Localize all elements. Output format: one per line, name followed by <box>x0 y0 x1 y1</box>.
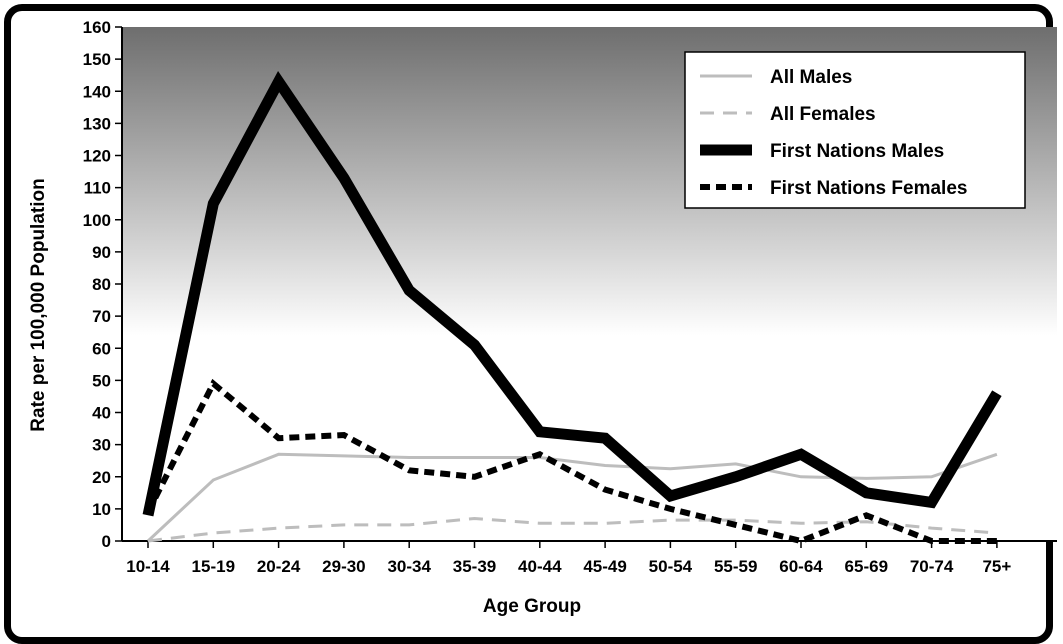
x-tick-label: 65-69 <box>845 557 888 576</box>
legend-label: First Nations Males <box>770 141 944 162</box>
series-line-all-females <box>147 516 998 543</box>
legend-box <box>684 51 1026 209</box>
y-tick-label: 130 <box>83 114 111 133</box>
y-tick-label: 70 <box>92 307 111 326</box>
series-line-first-nations-females <box>145 378 997 545</box>
x-tick-label: 40-44 <box>518 557 562 576</box>
x-tick-label: 29-30 <box>322 557 365 576</box>
x-tick-label: 30-34 <box>387 557 431 576</box>
y-tick-label: 50 <box>92 371 111 390</box>
y-tick-label: 140 <box>83 82 111 101</box>
x-tick-label: 50-54 <box>649 557 693 576</box>
y-tick-label: 80 <box>92 275 111 294</box>
series-line-all-males <box>146 452 998 543</box>
y-tick-label: 90 <box>92 243 111 262</box>
y-tick-label: 0 <box>102 532 111 551</box>
y-tick-label: 60 <box>92 339 111 358</box>
series-line-first-nations-males <box>142 70 1002 517</box>
series-layer <box>142 70 1002 545</box>
legend-label: First Nations Females <box>770 178 967 199</box>
x-tick-label: 15-19 <box>192 557 235 576</box>
y-tick-label: 40 <box>92 404 111 423</box>
y-tick-label: 150 <box>83 50 111 69</box>
legend-label: All Males <box>770 67 852 88</box>
x-tick-label: 70-74 <box>910 557 954 576</box>
x-axis: 10-14 15-19 20-24 29-30 30-34 35-39 40-44 45-49… <box>122 540 1057 576</box>
y-tick-label: 120 <box>83 147 111 166</box>
x-tick-label: 20-24 <box>257 557 301 576</box>
y-axis-title: Rate per 100,000 Population <box>28 178 49 431</box>
x-tick-label: 45-49 <box>583 557 626 576</box>
y-tick-label: 20 <box>92 468 111 487</box>
y-axis: 0 10 20 30 40 50 60 70 80 90 100 110 120 130 140 150 160 <box>83 18 123 551</box>
y-tick-label: 110 <box>84 179 111 198</box>
x-tick-label: 10-14 <box>126 557 170 576</box>
y-tick-label: 10 <box>92 500 111 519</box>
x-tick-label: 55-59 <box>714 557 757 576</box>
legend-label: All Females <box>770 104 876 125</box>
x-axis-title: Age Group <box>483 596 581 617</box>
x-tick-label: 75+ <box>982 557 1011 576</box>
y-tick-label: 30 <box>92 436 111 455</box>
legend: All Males All Females First Nations Males F… <box>684 51 1026 209</box>
y-tick-label: 100 <box>83 211 111 230</box>
x-tick-label: 60-64 <box>779 557 823 576</box>
y-tick-label: 160 <box>83 18 111 37</box>
x-tick-label: 35-39 <box>453 557 496 576</box>
